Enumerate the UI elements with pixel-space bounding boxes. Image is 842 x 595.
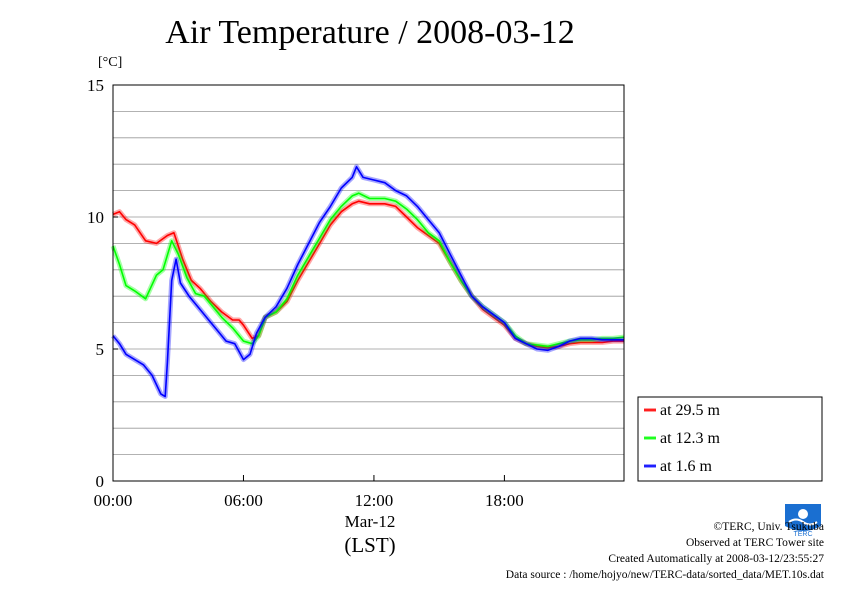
axis-ticks: 0 5 10 15 00:00 06:00 12:00 18:00 (87, 76, 524, 510)
credits-block: ©TERC, Univ. Tsukuba Observed at TERC To… (506, 519, 824, 583)
y-tick-label: 0 (96, 472, 105, 491)
x-tick-label: 18:00 (485, 491, 524, 510)
legend: at 29.5 m at 12.3 m at 1.6 m (637, 396, 823, 482)
legend-label: at 12.3 m (660, 430, 721, 447)
legend-label: at 1.6 m (660, 458, 713, 475)
x-tick-label: 06:00 (224, 491, 263, 510)
series-lines (110, 164, 625, 399)
series-line (112, 200, 624, 349)
logo-wave (788, 518, 818, 526)
logo-text: TERC (793, 531, 812, 538)
credit-site: Observed at TERC Tower site (685, 537, 824, 549)
series-line (112, 166, 624, 398)
plot-frame (112, 84, 625, 482)
y-tick-label: 5 (96, 340, 105, 359)
grid-lines (113, 111, 624, 456)
series-line (112, 192, 625, 348)
x-date-label: Mar-12 (344, 512, 396, 531)
credit-copyright: ©TERC, Univ. Tsukuba (713, 521, 824, 533)
legend-box (637, 396, 823, 482)
x-axis-label: (LST) (344, 533, 396, 557)
y-unit-label: [°C] (98, 55, 123, 70)
x-tick-label: 12:00 (355, 491, 394, 510)
legend-label: at 29.5 m (660, 402, 721, 419)
credit-source: Data source : /home/hojyo/new/TERC-data/… (505, 569, 824, 581)
y-tick-label: 10 (87, 208, 104, 227)
terc-logo-icon: TERC (785, 504, 821, 538)
y-tick-label: 15 (87, 76, 104, 95)
logo-dot (798, 509, 808, 519)
credit-created: Created Automatically at 2008-03-12/23:5… (608, 553, 824, 565)
x-tick-label: 00:00 (94, 491, 133, 510)
chart-title: Air Temperature / 2008-03-12 (165, 14, 575, 51)
